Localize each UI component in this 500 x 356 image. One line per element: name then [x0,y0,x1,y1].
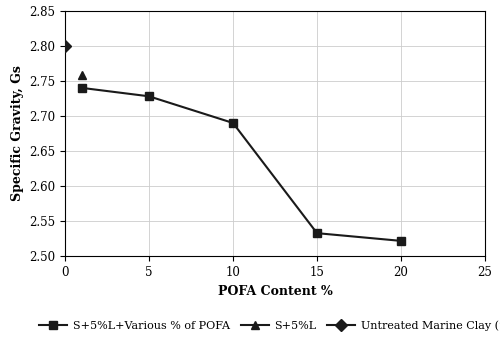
Legend: S+5%L+Various % of POFA, S+5%L, Untreated Marine Clay (S): S+5%L+Various % of POFA, S+5%L, Untreate… [35,316,500,335]
X-axis label: POFA Content %: POFA Content % [218,284,332,298]
Y-axis label: Specific Gravity, Gs: Specific Gravity, Gs [10,66,24,201]
